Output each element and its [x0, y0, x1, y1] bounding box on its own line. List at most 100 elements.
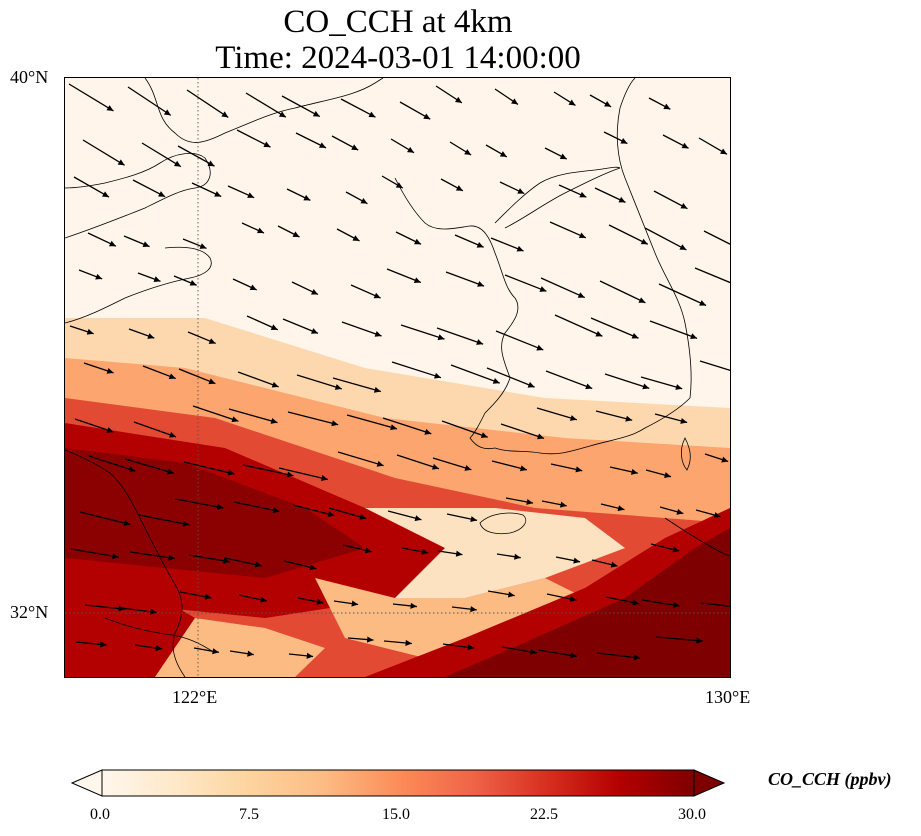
wind-arrow-shaft [74, 418, 114, 433]
wind-arrow-head [476, 339, 484, 345]
wind-arrow-head [640, 238, 648, 245]
wind-arrow-head [223, 557, 230, 564]
wind-arrow-head [424, 428, 432, 435]
wind-arrow-head [537, 433, 545, 440]
wind-arrow-head [167, 468, 174, 475]
wind-arrow-head [672, 546, 680, 553]
wind-arrow-head [536, 344, 544, 351]
wind-arrow-head [390, 424, 398, 431]
wind-arrow-shaft [68, 83, 114, 112]
wind-arrow-head [680, 417, 688, 424]
wind-arrow-head [331, 420, 339, 427]
wind-arrow-head [633, 654, 641, 661]
coastline-shandong [65, 246, 212, 324]
colorbar-tick-15: 15.0 [382, 806, 410, 823]
wind-arrow-head [585, 383, 593, 390]
wind-arrow-head [173, 160, 181, 167]
wind-arrow-shaft [554, 314, 603, 337]
wind-arrow-shaft [590, 317, 639, 339]
field-clean-gap [365, 508, 625, 598]
wind-arrow-head [155, 645, 163, 652]
wind-arrow-shaft [245, 92, 287, 118]
wind-arrow-head [189, 280, 197, 286]
wind-arrow-head [467, 644, 475, 651]
wind-arrow-head [720, 148, 728, 155]
wind-arrow-shaft [495, 330, 544, 351]
wind-arrow-shaft [703, 230, 730, 245]
wind-arrow-head [214, 191, 222, 197]
wind-arrow-shaft [188, 554, 231, 563]
wind-arrow-head [374, 331, 382, 337]
colorbar-extend-low [70, 769, 103, 797]
colorbar-tick-22-5: 22.5 [530, 806, 558, 823]
wind-arrow-shaft [88, 455, 136, 472]
wind-arrow-head [395, 182, 403, 189]
wind-arrow-head [106, 105, 114, 111]
map-panel [64, 77, 731, 678]
wind-arrow-head [306, 652, 314, 659]
wind-arrow-head [617, 505, 625, 512]
wind-arrow-head [100, 641, 107, 648]
wind-arrow-shaft [341, 321, 382, 337]
wind-arrow-shaft [328, 507, 367, 520]
wind-arrow-head [625, 415, 633, 422]
wind-arrow-head [642, 383, 650, 390]
wind-vectors [68, 83, 730, 661]
wind-arrow-head [95, 273, 103, 280]
wind-arrow-head [352, 235, 360, 241]
wind-arrow-head [423, 113, 431, 120]
wind-arrow-head [208, 378, 216, 385]
wind-arrow-head [539, 286, 547, 292]
wind-arrow-head [578, 232, 586, 239]
wind-arrow-shaft [237, 371, 279, 388]
lat-tick-32n: 32°N [10, 602, 49, 622]
wind-arrow-head [208, 338, 216, 344]
map-title-line-1: CO_CCH at 4km [283, 4, 513, 40]
wind-arrow-head [153, 276, 161, 283]
wind-arrow-head [373, 386, 381, 393]
colorbar-label: CO_CCH (ppbv) [768, 769, 892, 789]
wind-arrow-head [575, 466, 583, 473]
wind-arrow-shaft [340, 98, 376, 118]
field-gap-mid [315, 578, 585, 658]
wind-arrow-head [147, 333, 155, 339]
wind-arrow-head [227, 469, 235, 476]
wind-arrow-head [112, 553, 119, 560]
wind-arrow-head [168, 554, 175, 561]
wind-arrow-shaft [644, 227, 687, 251]
wind-arrow-shaft [287, 411, 339, 426]
wind-arrow-head [207, 160, 215, 167]
wind-arrow-head [376, 460, 384, 467]
wind-arrow-head [270, 418, 278, 424]
wind-arrow-shaft [596, 652, 641, 659]
wind-arrow-shaft [537, 649, 578, 658]
wind-arrow-head [699, 300, 707, 306]
wind-arrow-shaft [79, 511, 131, 526]
wind-arrow-shaft [694, 267, 730, 284]
wind-arrow-head [414, 238, 422, 245]
wind-arrow-head [663, 103, 671, 110]
wind-arrow-head [569, 595, 577, 602]
wind-arrow-shaft [192, 405, 239, 422]
coastline-yangtze [104, 617, 216, 654]
wind-arrow-head [618, 196, 626, 203]
map-title-line-2: Time: 2024-03-01 14:00:00 [215, 40, 581, 76]
wind-arrow-head [480, 432, 488, 439]
wind-arrow-head [696, 637, 703, 644]
wind-arrow-head [163, 109, 171, 116]
lat-tick-40n: 40°N [10, 67, 49, 87]
wind-arrow-head [256, 227, 264, 234]
wind-arrow-shaft [441, 420, 488, 438]
field-south-light [155, 618, 325, 677]
wind-arrow-shaft [445, 271, 485, 287]
wind-arrow-shaft [700, 602, 730, 607]
wind-arrow-shaft [233, 501, 280, 513]
wind-arrow-head [455, 185, 463, 191]
concentration-field [65, 78, 730, 677]
wind-arrow-head [359, 513, 367, 520]
wind-arrow-shaft [228, 408, 278, 424]
wind-arrow-shaft [536, 407, 577, 421]
wind-arrow-head [477, 281, 485, 287]
wind-arrow-shaft [129, 551, 175, 560]
wind-arrow-head [721, 456, 729, 463]
